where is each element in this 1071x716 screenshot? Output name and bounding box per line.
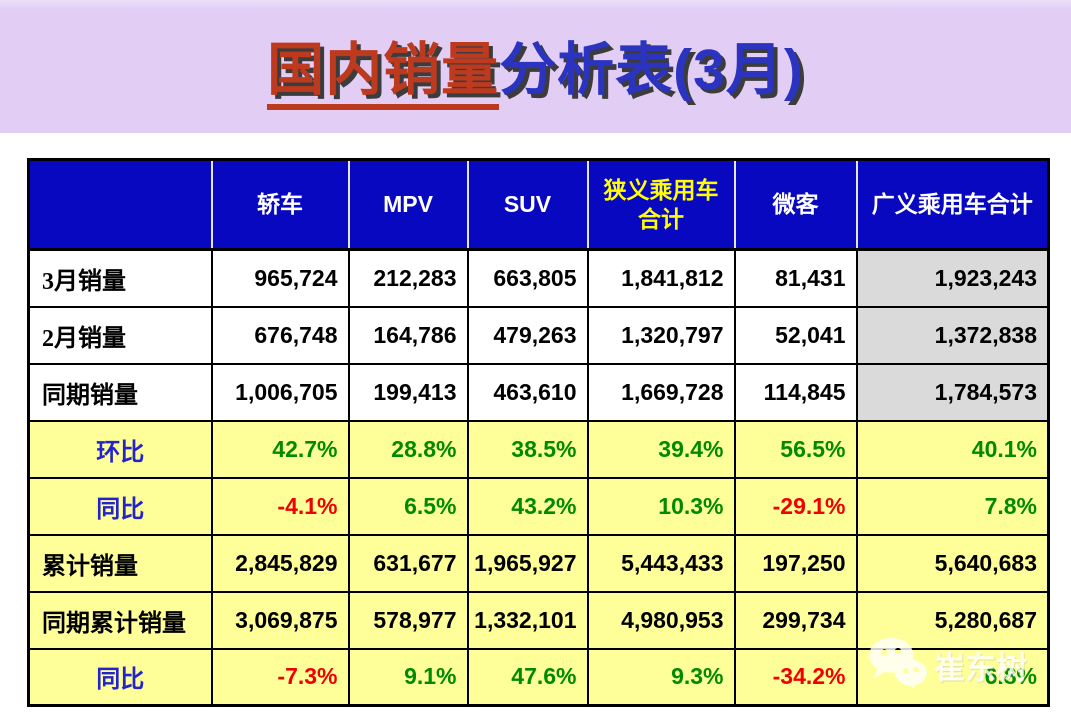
- cell-sedan: 2,845,829: [210, 533, 350, 593]
- cell-mpv: 28.8%: [347, 419, 469, 479]
- cell-broad-pv-total: 5,640,683: [855, 533, 1050, 593]
- cell-minivan: 56.5%: [733, 419, 858, 479]
- cell-sedan: 1,006,705: [210, 362, 350, 422]
- cell-sedan: -4.1%: [210, 476, 350, 536]
- title-underlined-part: 国内销量: [267, 38, 500, 110]
- col-header-narrow-pv-total: 狭义乘用车 合计: [586, 159, 735, 251]
- row-cumulative-yoy-ratio: 同比 -7.3% 9.1% 47.6% 9.3% -34.2% 6.8%: [27, 647, 1050, 707]
- row-yoy-ratio: 同比 -4.1% 6.5% 43.2% 10.3% -29.1% 7.8%: [27, 476, 1050, 536]
- table-header: 轿车 MPV SUV 狭义乘用车 合计 微客 广义乘用车合计: [28, 159, 1049, 251]
- row-february-sales: 2月销量 676,748 164,786 479,263 1,320,797 5…: [27, 305, 1050, 365]
- col-header-minivan: 微客: [733, 159, 857, 251]
- cell-mpv: 578,977: [347, 590, 469, 650]
- cell-minivan: 114,845: [733, 362, 858, 422]
- cell-sedan: 3,069,875: [210, 590, 350, 650]
- row-mom-ratio: 环比 42.7% 28.8% 38.5% 39.4% 56.5% 40.1%: [27, 419, 1050, 479]
- cell-suv: 47.6%: [466, 647, 589, 707]
- cell-suv: 1,332,101: [466, 590, 589, 650]
- cell-sedan: -7.3%: [210, 647, 350, 707]
- title-band: 国内销量分析表(3月): [0, 0, 1071, 133]
- cell-mpv: 9.1%: [347, 647, 469, 707]
- cell-minivan: -34.2%: [733, 647, 858, 707]
- row-label: 2月销量: [27, 305, 213, 365]
- row-label: 同期销量: [27, 362, 213, 422]
- row-label: 3月销量: [27, 248, 213, 308]
- row-label: 同期累计销量: [27, 590, 213, 650]
- cell-narrow-pv-total: 9.3%: [586, 647, 736, 707]
- cell-minivan: 52,041: [733, 305, 858, 365]
- cell-broad-pv-total: 7.8%: [855, 476, 1050, 536]
- cell-mpv: 631,677: [347, 533, 469, 593]
- cell-broad-pv-total: 5,280,687: [855, 590, 1050, 650]
- cell-broad-pv-total: 40.1%: [855, 419, 1050, 479]
- cell-mpv: 164,786: [347, 305, 469, 365]
- cell-narrow-pv-total: 10.3%: [586, 476, 736, 536]
- cell-suv: 43.2%: [466, 476, 589, 536]
- cell-minivan: -29.1%: [733, 476, 858, 536]
- row-label: 同比: [27, 476, 213, 536]
- cell-suv: 479,263: [466, 305, 589, 365]
- cell-broad-pv-total: 6.8%: [855, 647, 1050, 707]
- cell-sedan: 965,724: [210, 248, 350, 308]
- col-header-broad-pv-total: 广义乘用车合计: [855, 159, 1049, 251]
- col-header-mpv: MPV: [347, 159, 468, 251]
- corner-cell: [28, 159, 212, 251]
- row-march-sales: 3月销量 965,724 212,283 663,805 1,841,812 8…: [27, 248, 1050, 308]
- cell-minivan: 197,250: [733, 533, 858, 593]
- cell-broad-pv-total: 1,923,243: [855, 248, 1050, 308]
- cell-narrow-pv-total: 1,320,797: [586, 305, 736, 365]
- cell-narrow-pv-total: 5,443,433: [586, 533, 736, 593]
- cell-mpv: 6.5%: [347, 476, 469, 536]
- cell-narrow-pv-total: 1,669,728: [586, 362, 736, 422]
- col-header-sedan: 轿车: [210, 159, 349, 251]
- row-label: 累计销量: [27, 533, 213, 593]
- cell-suv: 663,805: [466, 248, 589, 308]
- cell-broad-pv-total: 1,372,838: [855, 305, 1050, 365]
- cell-minivan: 299,734: [733, 590, 858, 650]
- cell-suv: 1,965,927: [466, 533, 589, 593]
- cell-narrow-pv-total: 4,980,953: [586, 590, 736, 650]
- cell-mpv: 199,413: [347, 362, 469, 422]
- cell-minivan: 81,431: [733, 248, 858, 308]
- header-row: 轿车 MPV SUV 狭义乘用车 合计 微客 广义乘用车合计: [28, 159, 1049, 251]
- row-label: 环比: [27, 419, 213, 479]
- col-header-suv: SUV: [466, 159, 588, 251]
- row-same-period-cumulative-sales: 同期累计销量 3,069,875 578,977 1,332,101 4,980…: [27, 590, 1050, 650]
- row-cumulative-sales: 累计销量 2,845,829 631,677 1,965,927 5,443,4…: [27, 533, 1050, 593]
- sales-table: 轿车 MPV SUV 狭义乘用车 合计 微客 广义乘用车合计 3月销量 965,…: [27, 158, 1050, 707]
- cell-sedan: 676,748: [210, 305, 350, 365]
- cell-suv: 463,610: [466, 362, 589, 422]
- row-same-period-sales: 同期销量 1,006,705 199,413 463,610 1,669,728…: [27, 362, 1050, 422]
- cell-broad-pv-total: 1,784,573: [855, 362, 1050, 422]
- cell-narrow-pv-total: 1,841,812: [586, 248, 736, 308]
- cell-sedan: 42.7%: [210, 419, 350, 479]
- cell-suv: 38.5%: [466, 419, 589, 479]
- row-label: 同比: [27, 647, 213, 707]
- cell-mpv: 212,283: [347, 248, 469, 308]
- title-rest-part: 分析表(3月): [499, 38, 804, 102]
- cell-narrow-pv-total: 39.4%: [586, 419, 736, 479]
- page-title: 国内销量分析表(3月): [0, 24, 1071, 110]
